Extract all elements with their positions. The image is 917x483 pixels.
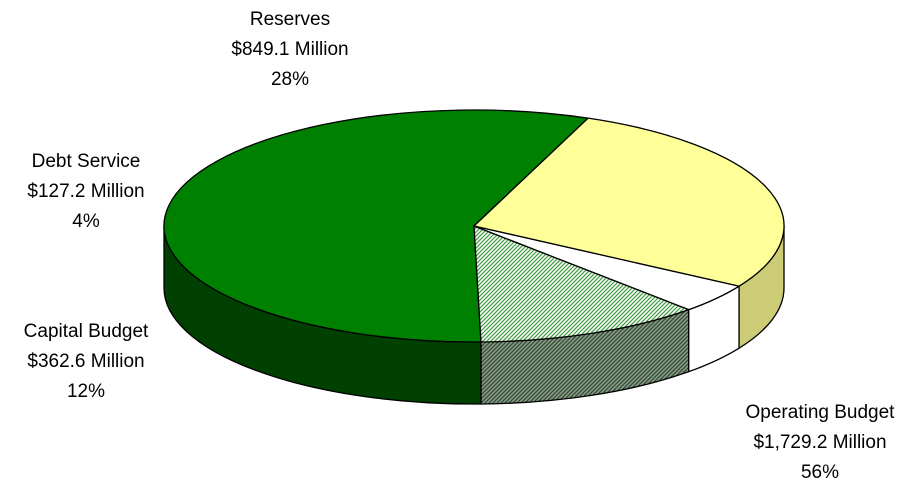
- label-reserves-amount: $849.1 Million: [231, 39, 348, 60]
- label-capital-budget-percent: 12%: [67, 381, 105, 402]
- label-debt-service: Debt Service $127.2 Million 4%: [27, 151, 144, 232]
- slice-operating-budget: [163, 109, 589, 343]
- label-reserves-percent: 28%: [271, 69, 309, 90]
- pie-tops: [163, 109, 785, 343]
- pie-sides: [163, 225, 785, 405]
- slice-capital-budget: [473, 225, 690, 343]
- label-capital-budget: Capital Budget $362.6 Million 12%: [24, 321, 149, 402]
- label-debt-service-amount: $127.2 Million: [27, 181, 144, 202]
- label-capital-budget-name: Capital Budget: [24, 321, 149, 342]
- label-reserves: Reserves $849.1 Million 28%: [231, 9, 348, 90]
- label-operating-budget: Operating Budget $1,729.2 Million 56%: [746, 402, 896, 483]
- slice-reserves: [473, 117, 785, 287]
- label-debt-service-name: Debt Service: [32, 151, 141, 172]
- label-operating-budget-name: Operating Budget: [746, 402, 896, 423]
- label-operating-budget-percent: 56%: [801, 462, 839, 483]
- label-reserves-name: Reserves: [250, 9, 330, 30]
- label-debt-service-percent: 4%: [72, 211, 100, 232]
- label-operating-budget-amount: $1,729.2 Million: [753, 432, 886, 453]
- label-capital-budget-amount: $362.6 Million: [27, 351, 144, 372]
